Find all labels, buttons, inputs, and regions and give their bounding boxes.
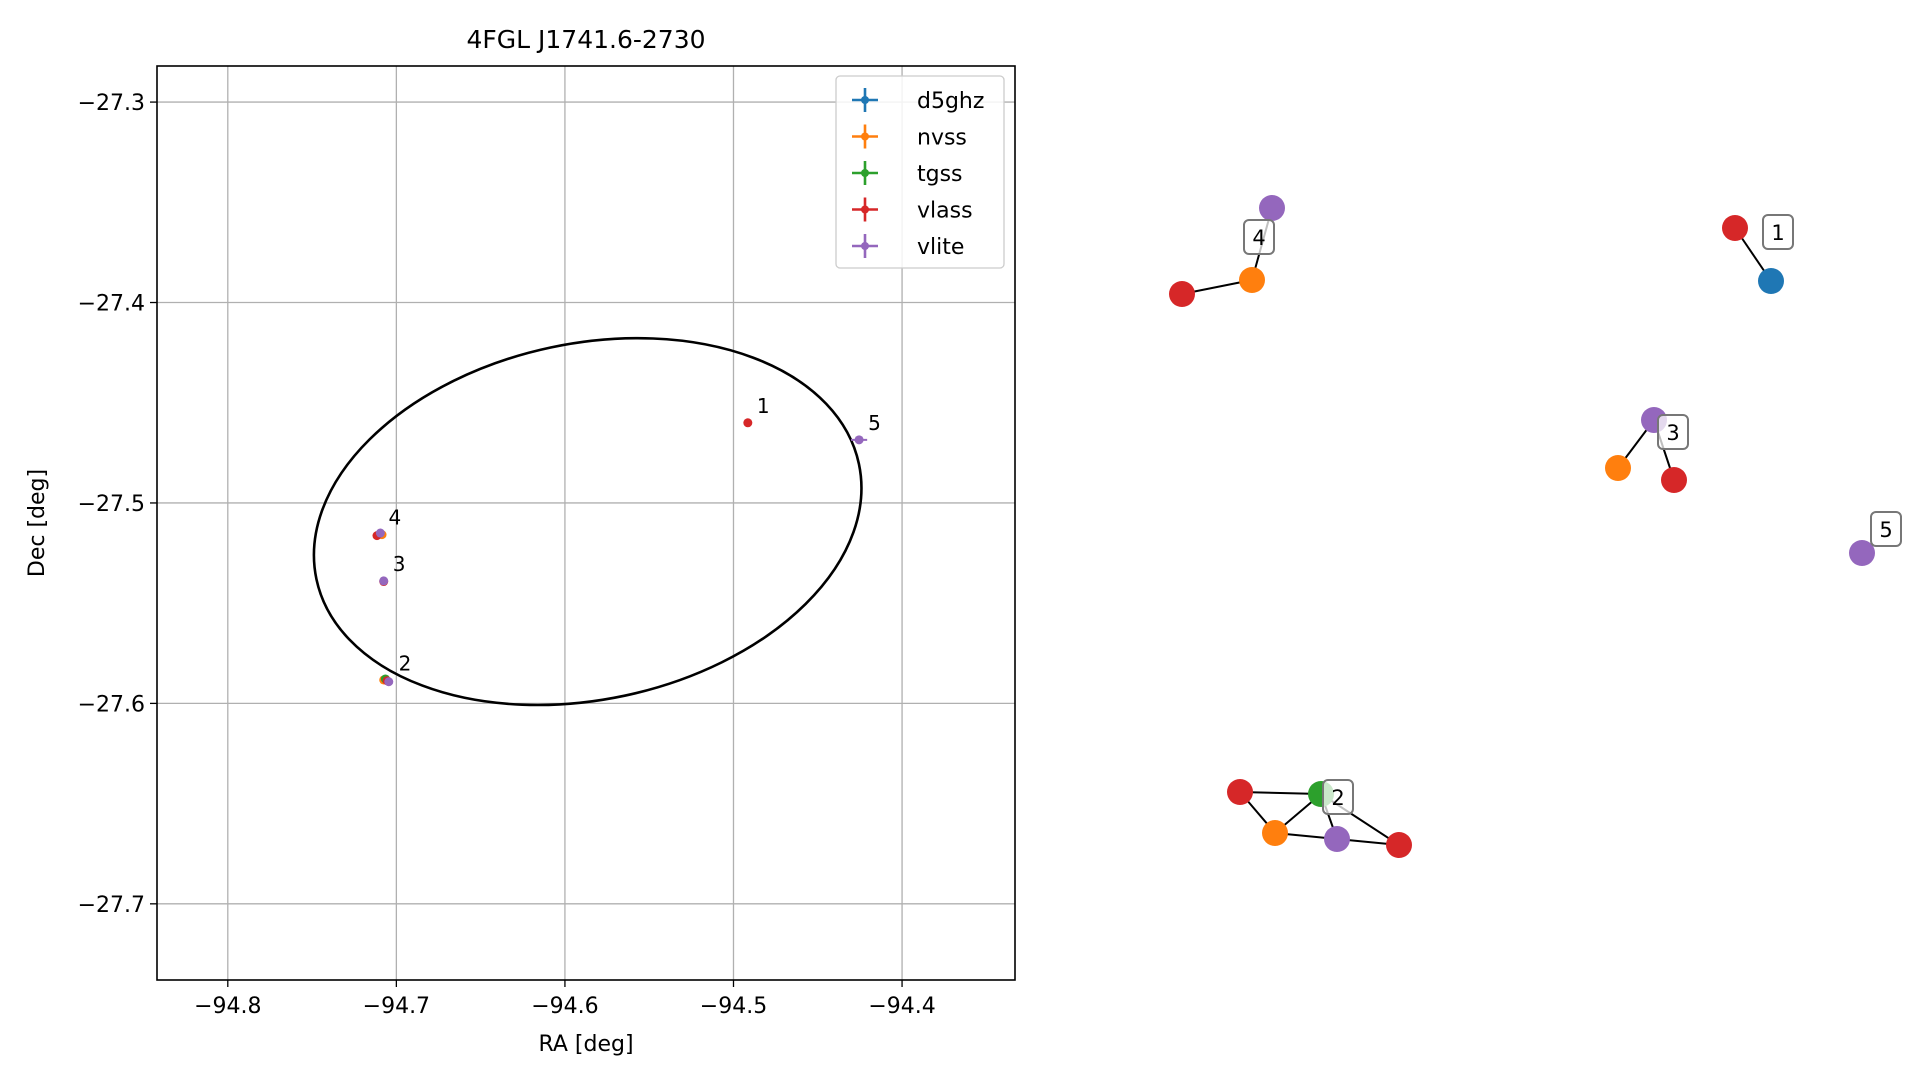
- vlite-point: [379, 576, 389, 586]
- y-tick-label: −27.5: [78, 492, 145, 517]
- network-label-box: [1762, 214, 1794, 250]
- point-annotation: 3: [393, 552, 406, 576]
- legend-marker-d5ghz: [861, 96, 869, 104]
- network-node-vlass: [1227, 779, 1253, 805]
- network-cluster-label: 3: [1666, 421, 1679, 445]
- x-tick-label: −94.5: [700, 994, 767, 1019]
- network-cluster-label: 4: [1252, 226, 1265, 250]
- chart-title: 4FGL J1741.6-2730: [466, 25, 705, 54]
- network-node-nvss: [1605, 455, 1631, 481]
- legend-label-nvss: nvss: [917, 126, 967, 151]
- plot-marks: 1 2 3 4 5: [312, 336, 881, 707]
- point-annotation: 1: [757, 394, 770, 418]
- network-label-box: [1243, 219, 1275, 255]
- network-node-vlite: [1324, 826, 1350, 852]
- vlass-point: [743, 418, 753, 428]
- network-node-vlass: [1722, 215, 1748, 241]
- network-node-vlass: [1169, 281, 1195, 307]
- y-tick-label: −27.4: [78, 292, 145, 317]
- x-axis-label: RA [deg]: [538, 1032, 633, 1057]
- vlite-point: [854, 435, 864, 445]
- network-node-nvss: [1262, 820, 1288, 846]
- network-node-vlass: [1386, 832, 1412, 858]
- network-cluster-label: 5: [1879, 518, 1892, 542]
- x-tick-label: −94.4: [868, 994, 935, 1019]
- network-label-box: [1870, 511, 1902, 547]
- network-label-box: [1322, 779, 1354, 815]
- y-tick-label: −27.7: [78, 893, 145, 918]
- network-node-nvss: [1239, 267, 1265, 293]
- axis-ticks: −94.8 −94.7 −94.6 −94.5 −94.4 −27.3 −27.4 −27.5…: [78, 91, 936, 1019]
- error-ellipse: [312, 336, 863, 707]
- network-node-vlass: [1661, 467, 1687, 493]
- network-node-d5ghz: [1758, 268, 1784, 294]
- x-tick-label: −94.6: [531, 994, 598, 1019]
- legend-label-d5ghz: d5ghz: [917, 89, 984, 114]
- network-cluster-label: 2: [1331, 786, 1344, 810]
- legend-marker-tgss: [861, 169, 869, 177]
- legend-marker-vlass: [861, 205, 869, 214]
- point-annotation: 2: [399, 651, 412, 675]
- legend-marker-vlite: [861, 242, 869, 250]
- plot-frame: [156, 65, 1016, 981]
- legend-label-tgss: tgss: [917, 162, 963, 187]
- y-axis-label: Dec [deg]: [25, 469, 50, 577]
- network-cluster-label: 1: [1771, 221, 1784, 245]
- network-label-box: [1657, 414, 1689, 450]
- vlite-point: [375, 528, 385, 538]
- legend-marker-nvss: [861, 132, 869, 141]
- point-annotation: 4: [389, 506, 402, 530]
- legend-box: [835, 75, 1005, 269]
- x-tick-label: −94.7: [363, 994, 430, 1019]
- network-edge: [1239, 791, 1322, 795]
- y-tick-label: −27.6: [78, 692, 145, 717]
- network-node-vlite: [1259, 195, 1285, 221]
- legend-label-vlite: vlite: [917, 235, 964, 260]
- network-node-vlite: [1849, 540, 1875, 566]
- legend-label-vlass: vlass: [917, 199, 973, 224]
- y-tick-label: −27.3: [78, 91, 145, 116]
- legend: d5ghz nvss tgss vlass vlite: [835, 75, 1005, 269]
- network-graph: 1 2 3 4 5: [1169, 195, 1902, 858]
- vlite-point: [384, 677, 394, 687]
- x-tick-label: −94.8: [194, 994, 261, 1019]
- point-annotation: 5: [868, 411, 881, 435]
